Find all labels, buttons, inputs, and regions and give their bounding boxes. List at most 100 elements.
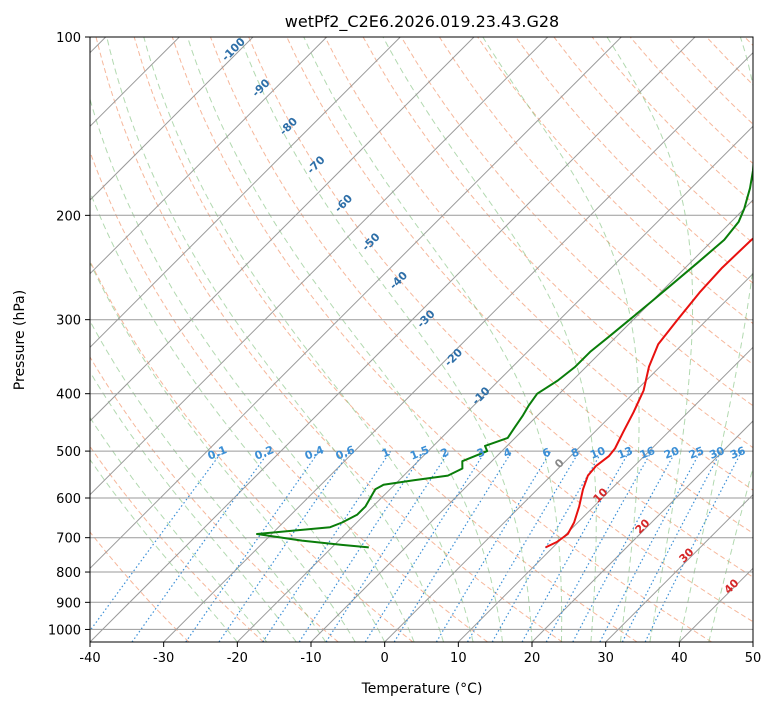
mixing-ratio-label: 8 (569, 445, 581, 460)
x-tick-label: 40 (671, 651, 688, 666)
isotherm-label: -20 (442, 346, 465, 369)
mixing-ratio-label: 10 (588, 444, 607, 462)
dewpoint-line (256, 156, 753, 549)
isotherm-label: -80 (277, 115, 300, 138)
x-tick-label: -10 (300, 651, 321, 666)
mixing-ratio-label: 16 (638, 444, 657, 462)
isotherm-label-warm: 20 (633, 516, 653, 536)
mixing-ratio-label: 0.6 (334, 443, 357, 462)
mixing-ratio-line (572, 450, 677, 642)
mixing-ratio-line (218, 450, 351, 642)
plot-frame (89, 36, 754, 643)
moist-adiabat (90, 320, 327, 642)
isotherm-line (531, 420, 753, 642)
mixing-ratio-label: 0.1 (206, 443, 229, 462)
moist-adiabat (90, 416, 268, 642)
moist-adiabat (143, 37, 474, 642)
mixing-ratio-label: 6 (541, 445, 553, 460)
isotherm-label-warm: 10 (591, 485, 611, 505)
x-tick-label: -40 (79, 651, 100, 666)
mixing-ratio-line (298, 450, 425, 642)
mixing-ratio-line (393, 450, 513, 642)
dry-adiabats (90, 37, 753, 642)
y-tick-label: 400 (56, 388, 81, 403)
moist-adiabat (90, 370, 297, 642)
x-axis: -40 -30 -20 -10 0 10 20 30 40 50 (79, 642, 761, 666)
x-tick-label: 50 (745, 651, 762, 666)
y-tick-label: 100 (56, 31, 81, 46)
chart-title: wetPf2_C2E6.2026.019.23.43.G28 (285, 12, 559, 32)
mixing-ratio-line (325, 450, 450, 642)
isobars (90, 37, 753, 630)
dry-adiabat (744, 37, 753, 47)
dry-adiabat (438, 37, 753, 366)
dry-adiabat (90, 356, 339, 642)
x-tick-label: 10 (450, 651, 467, 666)
dry-adiabat (90, 150, 488, 642)
dry-adiabat (95, 37, 563, 642)
isotherm-line (310, 199, 753, 642)
mixing-ratio-line (185, 450, 320, 642)
moist-adiabat (708, 465, 753, 642)
y-tick-label: 600 (56, 492, 81, 507)
isotherm-label: -60 (332, 192, 355, 215)
moist-adiabat (606, 37, 694, 642)
mixing-ratio-label: 36 (728, 444, 747, 462)
profile-lines (256, 156, 753, 549)
isotherm-label: -90 (249, 76, 272, 99)
moist-adiabat (106, 37, 445, 642)
x-axis-label: Temperature (°C) (361, 681, 483, 697)
moist-adiabat (90, 261, 356, 642)
mixing-ratio-line (521, 450, 631, 642)
dry-adiabat (553, 37, 753, 244)
isotherm-line (90, 37, 475, 422)
mixing-ratio-lines (90, 450, 743, 642)
mixing-ratio-label: 13 (616, 444, 635, 462)
annotations: 0.1 0.2 0.4 0.6 1 1.5 2 3 4 6 8 10 13 16 20 25 30 36-100-… (206, 35, 748, 597)
mixing-ratio-line (545, 450, 653, 642)
isotherm-label: -10 (469, 384, 492, 407)
y-tick-label: 500 (56, 445, 81, 460)
mixing-ratio-label: 2 (439, 445, 451, 460)
isotherm-label: -70 (304, 153, 327, 176)
mixing-ratio-line (644, 450, 743, 642)
x-tick-label: -20 (227, 651, 248, 666)
isotherm-line (457, 346, 753, 642)
isotherm-line (90, 37, 401, 349)
dry-adiabat (248, 37, 753, 578)
x-tick-label: 0 (381, 651, 389, 666)
y-tick-label: 1000 (48, 623, 81, 638)
y-tick-label: 800 (56, 566, 81, 581)
isotherm-line (90, 37, 622, 570)
mixing-ratio-label: 0.4 (303, 443, 326, 462)
mixing-ratio-line (90, 450, 223, 632)
dry-adiabat (90, 531, 190, 642)
dry-adiabat (324, 37, 753, 491)
mixing-ratio-label: 20 (662, 444, 681, 462)
dry-adiabat (171, 37, 712, 642)
mixing-ratio-label: 1 (380, 445, 392, 460)
isotherm-line (605, 493, 753, 642)
isotherm-line (90, 37, 254, 201)
moist-adiabat (303, 37, 563, 642)
mixing-ratio-label: 1.5 (408, 443, 431, 462)
isotherm-label: -100 (219, 35, 248, 64)
moist-adiabat (678, 37, 753, 642)
y-axis: 100 200 300 400 500 600 700 800 900 1000 (48, 31, 90, 638)
temperature-line (545, 237, 753, 549)
y-tick-label: 200 (56, 209, 81, 224)
mixing-ratio-line (466, 450, 580, 642)
y-axis-label: Pressure (hPa) (12, 290, 28, 390)
dry-adiabat (706, 37, 753, 86)
isotherm-label: -30 (414, 307, 437, 330)
isotherm-line (90, 37, 549, 496)
x-tick-label: 20 (524, 651, 541, 666)
isotherm-label-warm: 0 (552, 456, 567, 471)
isotherm-line (163, 51, 753, 642)
mixing-ratio-label: 3 (475, 445, 487, 460)
isotherms (90, 37, 753, 642)
isotherm-line (90, 37, 328, 275)
dry-adiabat (515, 37, 753, 284)
isotherm-line (384, 272, 753, 642)
